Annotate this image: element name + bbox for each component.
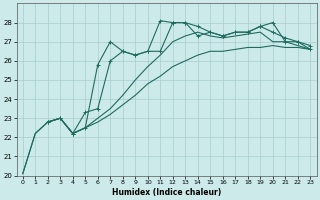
X-axis label: Humidex (Indice chaleur): Humidex (Indice chaleur) [112,188,221,197]
